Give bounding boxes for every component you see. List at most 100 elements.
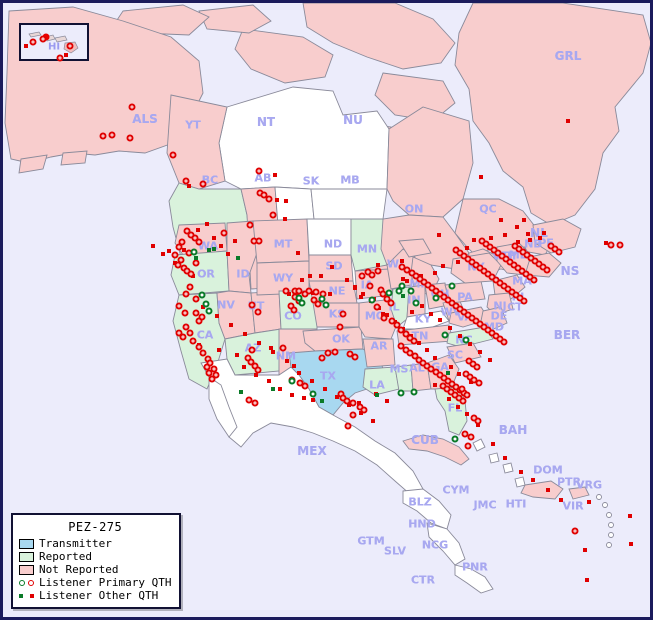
marker-listener-other — [323, 387, 327, 391]
marker-listener-primary — [616, 241, 624, 249]
marker-listener-primary — [195, 238, 203, 246]
marker-green-ring — [288, 377, 296, 385]
marker-listener-primary — [336, 323, 344, 331]
listener-ring-green-icon — [19, 579, 25, 586]
marker-listener-other — [290, 393, 294, 397]
marker-listener-primary — [247, 358, 255, 366]
marker-listener-primary — [607, 241, 615, 249]
marker-listener-other — [273, 173, 277, 177]
marker-listener-other — [345, 278, 349, 282]
marker-listener-primary — [397, 342, 405, 350]
marker-green-ring — [298, 299, 306, 307]
marker-listener-primary — [279, 344, 287, 352]
marker-green-ring — [397, 389, 405, 397]
marker-listener-primary — [383, 295, 391, 303]
legend-panel[interactable]: PEZ-275 Transmitter Reported Not Reported L… — [11, 513, 182, 609]
marker-listener-primary — [255, 237, 263, 245]
marker-green-square — [236, 256, 240, 260]
marker-listener-other — [187, 184, 191, 188]
marker-listener-other — [359, 295, 363, 299]
marker-green-ring — [407, 287, 415, 295]
marker-listener-primary — [269, 211, 277, 219]
marker-listener-primary — [175, 329, 183, 337]
marker-listener-primary — [520, 297, 528, 305]
marker-listener-primary — [543, 266, 551, 274]
marker-listener-other — [335, 395, 339, 399]
marker-listener-other — [376, 263, 380, 267]
marker-listener-primary — [128, 103, 136, 111]
marker-listener-other — [457, 372, 461, 376]
marker-green-ring — [202, 300, 210, 308]
marker-listener-other — [433, 356, 437, 360]
legend-swatch — [19, 564, 34, 575]
marker-green-ring — [318, 295, 326, 303]
marker-listener-other — [371, 419, 375, 423]
legend-row-3: Listener Primary QTH — [19, 576, 171, 589]
marker-listener-primary — [475, 379, 483, 387]
legend-title: PEZ-275 — [68, 520, 123, 534]
marker-listener-other — [257, 341, 261, 345]
marker-listener-other — [491, 442, 495, 446]
marker-listener-other — [275, 198, 279, 202]
legend-label: Listener Other QTH — [39, 589, 159, 602]
marker-listener-other — [381, 312, 385, 316]
marker-green-square — [239, 390, 243, 394]
marker-green-ring — [368, 296, 376, 304]
marker-listener-other — [468, 342, 472, 346]
marker-listener-primary — [473, 363, 481, 371]
marker-listener-primary — [208, 375, 216, 383]
marker-listener-primary — [248, 346, 256, 354]
marker-listener-other — [433, 271, 437, 275]
marker-listener-primary — [171, 251, 179, 259]
marker-listener-other — [441, 264, 445, 268]
marker-listener-other — [254, 373, 258, 377]
marker-listener-primary — [295, 287, 303, 295]
marker-listener-other — [516, 240, 520, 244]
marker-listener-primary — [199, 349, 207, 357]
marker-listener-other — [628, 514, 632, 518]
marker-primary — [66, 42, 74, 50]
marker-listener-other — [546, 488, 550, 492]
legend-icon-pair — [19, 579, 34, 586]
legend-label: Reported — [39, 550, 92, 563]
marker-listener-primary — [312, 288, 320, 296]
region-label-hi: HI — [47, 41, 61, 53]
listener-ring-red-icon — [28, 579, 34, 586]
marker-listener-other — [420, 304, 424, 308]
marker-listener-other — [330, 265, 334, 269]
marker-listener-other — [585, 578, 589, 582]
marker-listener-other — [410, 310, 414, 314]
marker-listener-other — [219, 244, 223, 248]
marker-listener-other — [522, 218, 526, 222]
marker-listener-other — [479, 175, 483, 179]
marker-listener-other — [308, 274, 312, 278]
marker-listener-primary — [393, 321, 401, 329]
marker-listener-other — [302, 396, 306, 400]
marker-listener-other — [292, 364, 296, 368]
legend-rows: Transmitter Reported Not Reported Listener … — [19, 537, 171, 602]
marker-listener-primary — [318, 354, 326, 362]
marker-green-square — [320, 399, 324, 403]
marker-listener-primary — [265, 195, 273, 203]
marker-listener-primary — [198, 313, 206, 321]
marker-listener-other — [201, 305, 205, 309]
marker-listener-other — [438, 318, 442, 322]
marker-listener-other — [300, 278, 304, 282]
markers-layer — [3, 3, 650, 617]
marker-listener-other — [400, 259, 404, 263]
marker-listener-primary — [169, 151, 177, 159]
marker-listener-other — [526, 232, 530, 236]
marker-green-square — [207, 248, 211, 252]
listener-square-red-icon — [30, 593, 34, 598]
marker-listener-other — [456, 405, 460, 409]
marker-listener-primary — [179, 333, 187, 341]
marker-listener-other — [235, 353, 239, 357]
marker-listener-primary — [246, 221, 254, 229]
legend-row-2: Not Reported — [19, 563, 171, 576]
legend-swatch — [19, 538, 34, 549]
marker-listener-primary — [248, 301, 256, 309]
marker-listener-primary — [351, 353, 359, 361]
marker-listener-other — [64, 53, 68, 57]
marker-listener-other — [357, 401, 361, 405]
